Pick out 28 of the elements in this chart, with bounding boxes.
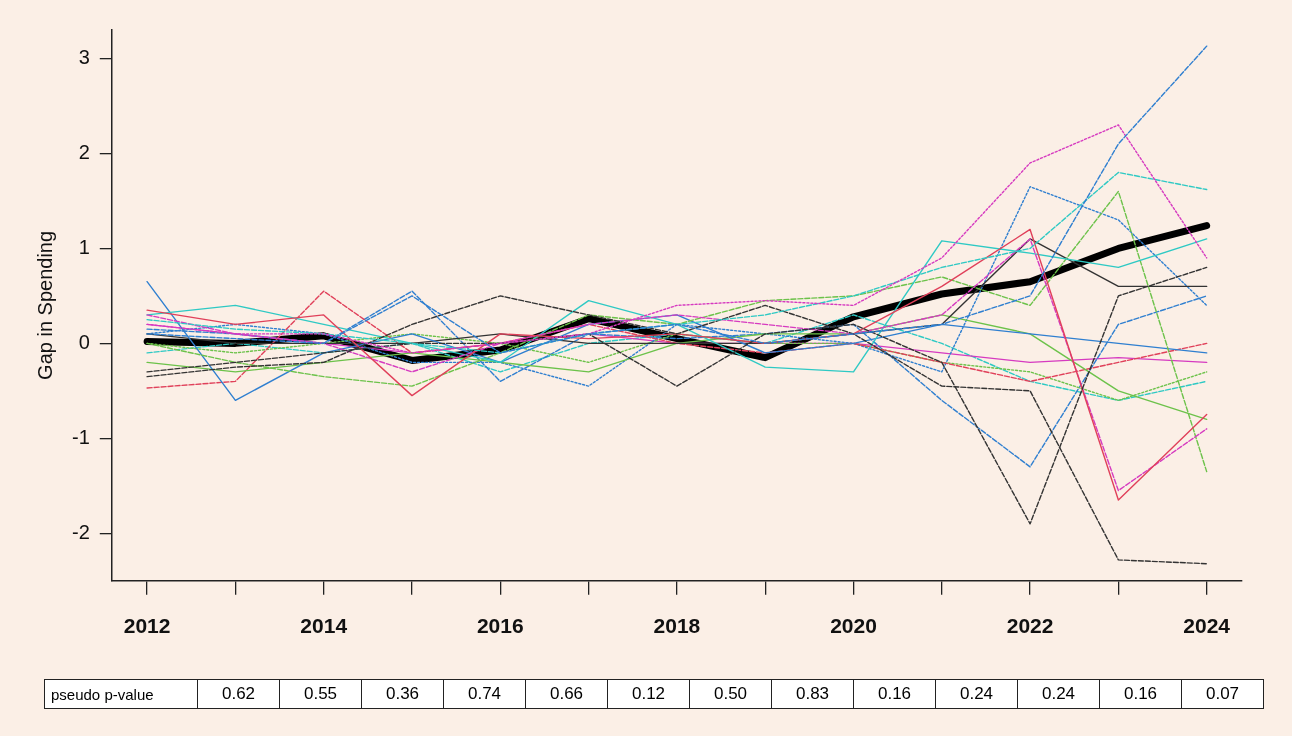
text: 0.07 [1181, 679, 1264, 709]
text: 0.50 [689, 679, 772, 709]
y-tick-label: 1 [78, 235, 90, 258]
x-tick-label: 2024 [1183, 614, 1231, 638]
text: 0.55 [279, 679, 362, 709]
y-axis-title: Gap in Spending [33, 230, 56, 380]
y-tick-label: 0 [78, 330, 90, 353]
text: 0.16 [1099, 679, 1182, 709]
x-tick-label: 2020 [830, 614, 877, 638]
text: 0.24 [935, 679, 1018, 709]
x-tick-label: 2018 [653, 614, 701, 638]
x-tick-label: 2012 [123, 614, 171, 638]
text: 0.36 [361, 679, 444, 709]
x-tick-label: 2014 [300, 614, 348, 638]
text: 0.74 [443, 679, 526, 709]
x-tick-label: 2016 [476, 614, 524, 638]
text: 0.12 [607, 679, 690, 709]
y-tick-label: -1 [71, 425, 90, 448]
y-tick-label: -2 [71, 520, 90, 543]
text: 0.16 [853, 679, 936, 709]
text: 0.62 [197, 679, 280, 709]
text: 0.83 [771, 679, 854, 709]
text: pseudo p-value [44, 679, 198, 709]
y-tick-label: 3 [78, 46, 90, 69]
x-tick-label: 2022 [1006, 614, 1054, 638]
text: 0.24 [1017, 679, 1100, 709]
text: 0.66 [525, 679, 608, 709]
y-tick-label: 2 [78, 140, 90, 163]
